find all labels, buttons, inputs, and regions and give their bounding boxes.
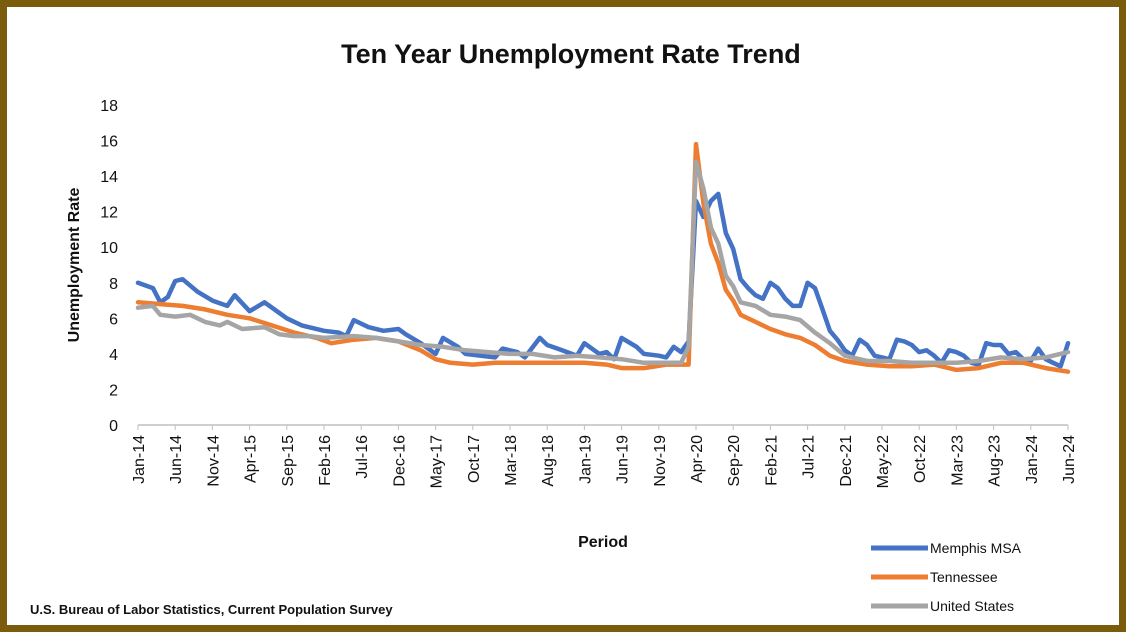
x-tick-label: Nov-19 (652, 435, 669, 487)
x-tick-label: Feb-16 (317, 435, 334, 486)
x-tick-label: Jan-19 (577, 435, 594, 484)
x-tick-label: Dec-16 (391, 435, 408, 487)
y-tick-label: 0 (109, 418, 118, 435)
x-tick-label: Jun-14 (168, 435, 185, 484)
legend-label: United States (930, 598, 1014, 614)
x-tick-label: Mar-23 (949, 435, 966, 486)
y-tick-label: 12 (100, 205, 118, 222)
y-tick-label: 10 (100, 240, 118, 257)
x-tick-label: Aug-18 (540, 435, 557, 487)
y-tick-label: 16 (100, 134, 118, 151)
x-axis-ticks: Jan-14 Jun-14 Nov-14 Apr-15 Sep-15 Feb-16 Jul-… (131, 425, 1078, 488)
x-tick-label: May-22 (875, 435, 892, 488)
y-tick-label: 8 (109, 276, 118, 293)
x-tick-label: May-17 (429, 435, 446, 488)
x-tick-label: Jul-21 (801, 435, 818, 479)
series-line-united-states (135, 159, 1071, 366)
x-tick-label: Sep-20 (726, 435, 743, 487)
chart-title: Ten Year Unemployment Rate Trend (341, 39, 801, 69)
y-tick-label: 2 (109, 382, 118, 399)
series-layer (135, 141, 1071, 374)
x-tick-label: Apr-20 (689, 435, 706, 483)
legend: Memphis MSA Tennessee United States (871, 540, 1022, 614)
x-tick-label: Apr-15 (243, 435, 260, 483)
x-tick-label: Feb-21 (763, 435, 780, 486)
y-axis-label: Unemployment Rate (66, 188, 83, 343)
y-tick-label: 14 (100, 169, 118, 186)
x-tick-label: Nov-14 (205, 435, 222, 487)
x-tick-label: Dec-21 (838, 435, 855, 487)
y-axis-ticks: 0 2 4 6 8 10 12 14 16 18 (100, 98, 118, 435)
x-tick-label: Jul-16 (354, 435, 371, 479)
series-line-tennessee (135, 141, 1071, 374)
legend-label: Memphis MSA (930, 540, 1022, 556)
x-tick-label: Oct-22 (912, 435, 929, 483)
x-tick-label: Jan-14 (131, 435, 148, 484)
y-tick-label: 18 (100, 98, 118, 115)
x-tick-label: Sep-15 (280, 435, 297, 487)
x-axis-label: Period (578, 534, 628, 551)
x-tick-label: Jun-19 (615, 435, 632, 484)
x-tick-label: Mar-18 (503, 435, 520, 486)
source-note: U.S. Bureau of Labor Statistics, Current… (30, 602, 393, 617)
x-tick-label: Jun-24 (1061, 435, 1078, 484)
legend-label: Tennessee (930, 569, 998, 585)
x-tick-label: Aug-23 (987, 435, 1004, 487)
y-tick-label: 6 (109, 311, 118, 328)
y-tick-label: 4 (109, 347, 118, 364)
series-line-memphis-msa (135, 191, 1071, 369)
x-tick-label: Oct-17 (466, 435, 483, 483)
x-tick-label: Jan-24 (1024, 435, 1041, 484)
